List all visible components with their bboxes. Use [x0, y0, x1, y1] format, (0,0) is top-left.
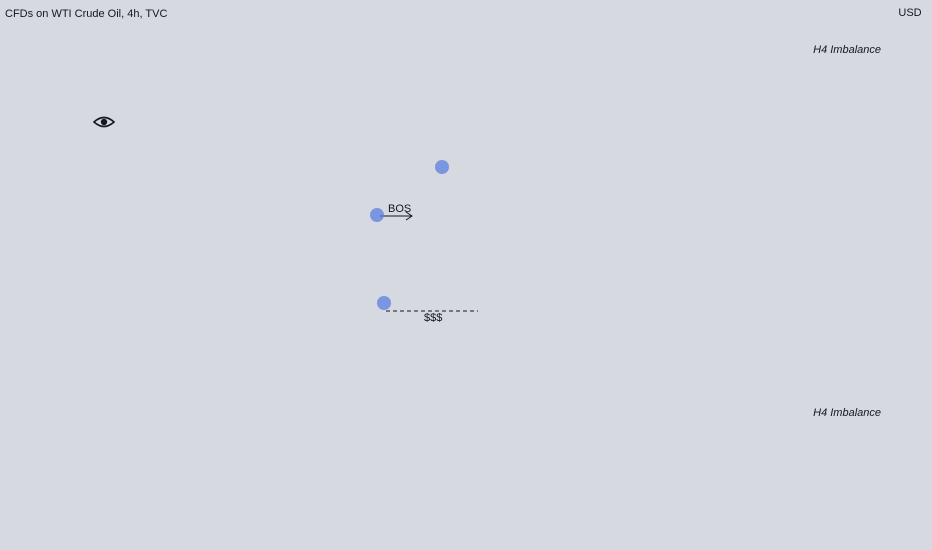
annotation: $$$	[424, 312, 442, 324]
annotation: BOS	[388, 203, 411, 215]
bos-arrowhead	[405, 211, 413, 221]
axis-unit: USD	[898, 7, 921, 19]
swing-marker	[370, 208, 384, 222]
swing-marker	[435, 160, 449, 174]
eye-icon[interactable]	[92, 116, 116, 128]
annotation: H4 Imbalance	[813, 407, 881, 419]
swing-marker	[377, 296, 391, 310]
chart-title: CFDs on WTI Crude Oil, 4h, TVC	[5, 8, 167, 20]
front-layer: BOS $$$ H4 Imbalance H4 Imbalance CFDs o…	[5, 7, 922, 419]
zone-label: H4 Imbalance	[813, 44, 881, 56]
